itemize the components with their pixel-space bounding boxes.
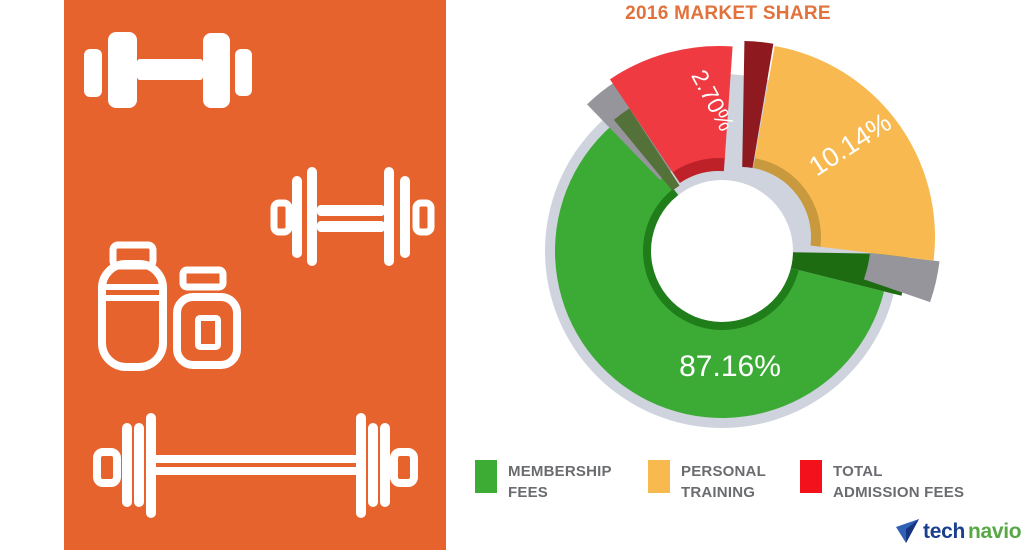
technavio-logo-icon [896,519,919,543]
legend-line: ADMISSION FEES [833,484,965,501]
admission-fees-slice [609,46,733,173]
legend-swatch-admission [800,460,822,493]
legend-line: MEMBERSHIP [508,463,612,480]
legend-item-personal-training: PERSONAL TRAINING [648,460,766,503]
legend-line: TOTAL [833,463,883,480]
donut-hole [651,180,793,322]
donut-chart-svg: 87.16%10.14%2.70% [545,41,940,428]
technavio-logo: tech navio [896,518,1022,545]
membership-fees-shade [613,108,680,191]
dumbbell-outline-icon [270,167,435,266]
barbell-icon [93,413,418,518]
legend-label-training: PERSONAL TRAINING [681,460,766,503]
chart-title: 2016 MARKET SHARE [625,3,831,24]
shaker-bottle-icon [98,241,167,371]
membership-fees-slice [555,119,885,418]
legend-label-admission: TOTAL ADMISSION FEES [833,460,964,503]
dumbbell-solid-icon [84,32,252,108]
supplement-jar-icon [173,266,241,369]
legend-swatch-training [648,460,670,493]
personal-training-slice [754,45,935,261]
gym-icons-graphic [84,32,435,518]
personal-training-shadow [863,252,940,303]
legend-line: TRAINING [681,484,756,501]
legend-item-membership-fees: MEMBERSHIP FEES [475,460,612,503]
legend-line: PERSONAL [681,463,766,480]
market-share-donut-chart: 87.16% 10.14% 2.70% [460,0,1024,458]
gym-icons-panel [64,0,446,550]
logo-text-navio: navio [967,519,1022,543]
slice-value-label: 87.16% [679,350,781,383]
personal-training-side-face [742,41,774,168]
admission-fees-inner-rim [671,156,725,183]
logo-text-tech: tech [923,519,965,543]
legend-swatch-membership [475,460,497,493]
legend-label-membership: MEMBERSHIP FEES [508,460,612,503]
personal-training-inner-rim [753,156,824,247]
legend-item-admission-fees: TOTAL ADMISSION FEES [800,460,964,503]
legend-line: FEES [508,484,548,501]
